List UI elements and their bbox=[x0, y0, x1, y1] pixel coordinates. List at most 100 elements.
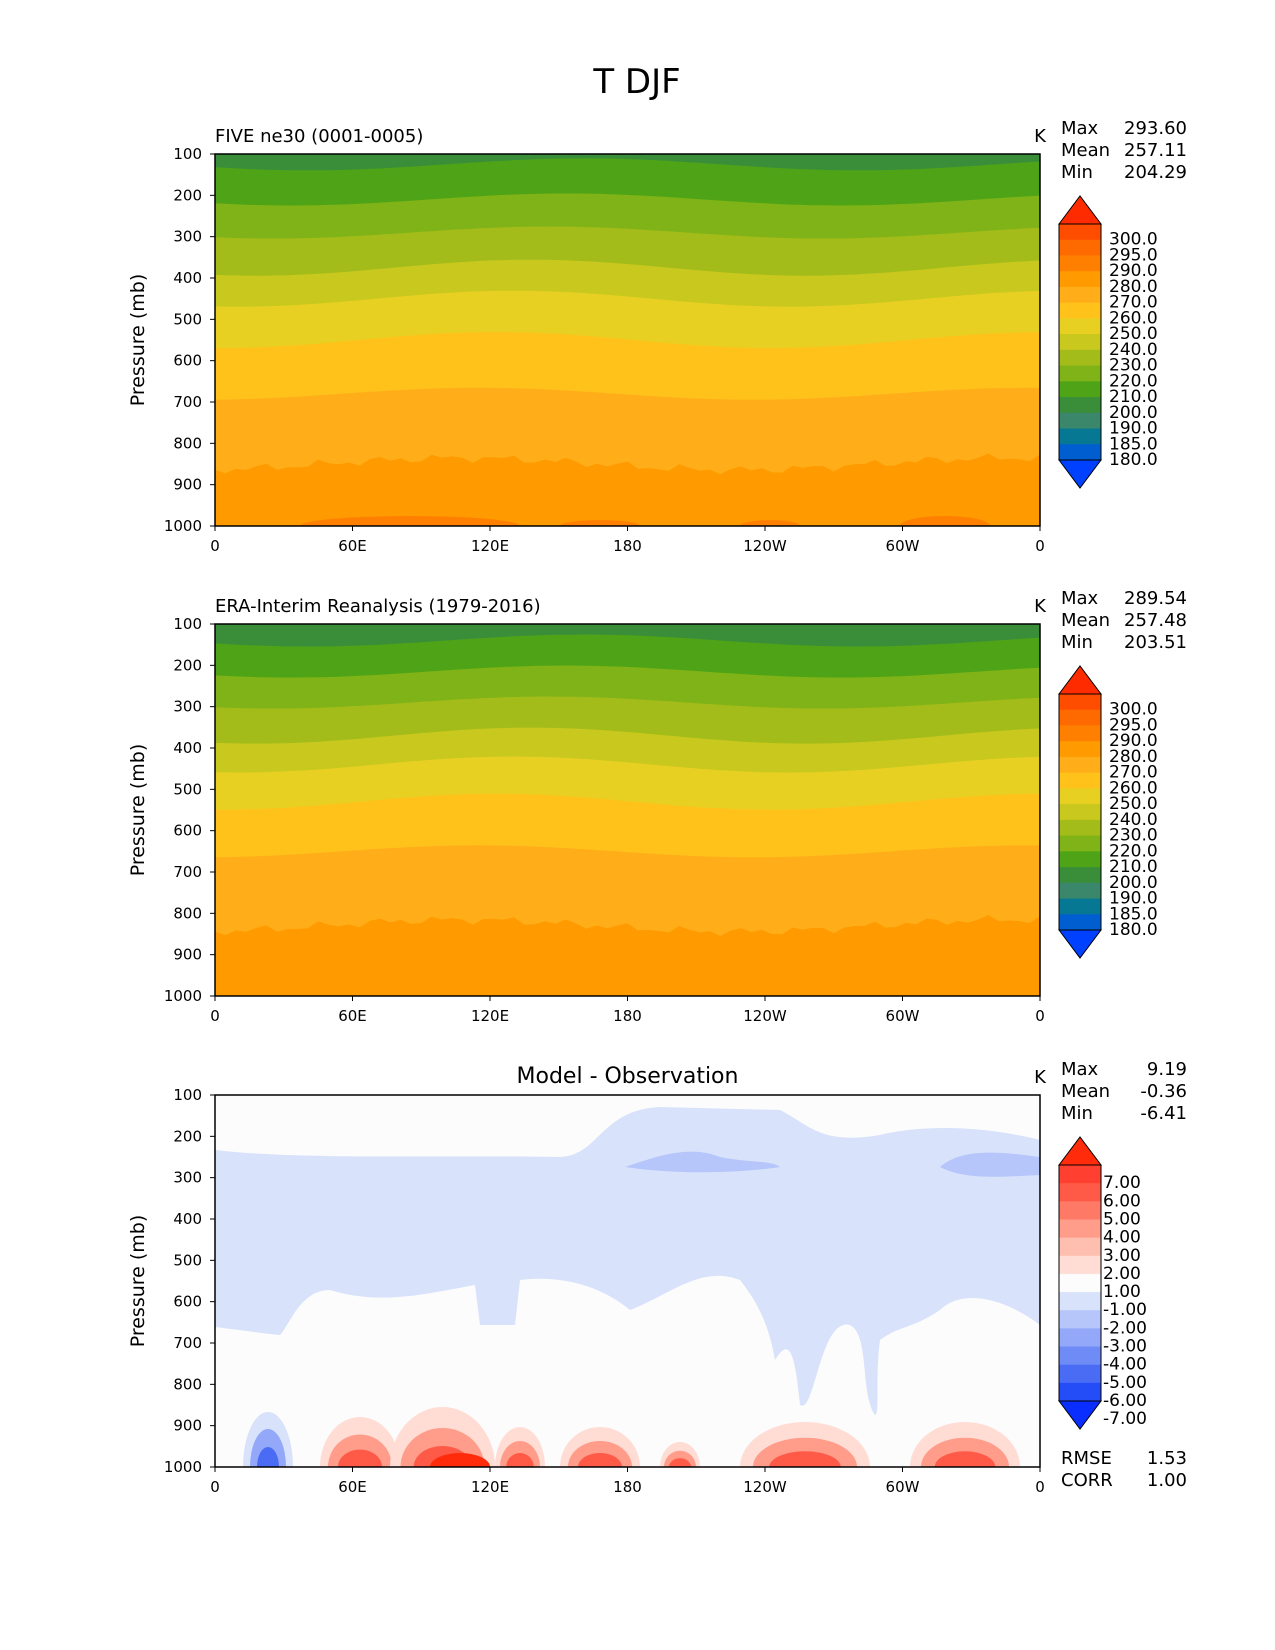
colorbar-cell bbox=[1059, 741, 1101, 758]
warm-blob bbox=[769, 1451, 841, 1467]
y-tick-label: 200 bbox=[173, 1127, 202, 1145]
colorbar-cell bbox=[1059, 349, 1101, 367]
x-tick-label: 180 bbox=[613, 1007, 642, 1025]
warm-patch bbox=[560, 520, 640, 526]
y-tick-label: 100 bbox=[173, 145, 202, 163]
stat-label: Max bbox=[1061, 118, 1099, 139]
colorbar-frame bbox=[1058, 693, 1102, 931]
y-tick-label: 400 bbox=[173, 269, 202, 287]
colorbar-label: 295.0 bbox=[1109, 245, 1158, 265]
warm-patch bbox=[740, 520, 800, 526]
x-tick-label: 120W bbox=[743, 537, 787, 555]
y-tick-label: 700 bbox=[173, 1334, 202, 1352]
stat-value: -6.41 bbox=[1140, 1103, 1187, 1124]
colorbar-cell bbox=[1059, 788, 1101, 805]
colorbar-label: 190.0 bbox=[1109, 889, 1158, 909]
x-tick-label: 0 bbox=[1035, 537, 1045, 555]
colorbar-extend-top bbox=[1058, 1136, 1102, 1166]
stat-value: 1.53 bbox=[1147, 1448, 1187, 1469]
warm-patch bbox=[300, 516, 520, 526]
colorbar-label: -2.00 bbox=[1103, 1318, 1147, 1338]
x-tick-label: 0 bbox=[210, 537, 220, 555]
x-tick-label: 120E bbox=[471, 1478, 509, 1496]
colorbar-extend-top bbox=[1058, 195, 1102, 225]
colorbar-cell bbox=[1059, 286, 1101, 304]
colorbar-cell bbox=[1059, 694, 1101, 711]
colorbar-label: 230.0 bbox=[1109, 826, 1158, 846]
colorbar-label: 180.0 bbox=[1109, 450, 1158, 470]
panel-2: 100 200 300 400 500 600 700 800 900 1000 0 60E 120E 1… bbox=[127, 588, 1187, 1025]
warm-blob bbox=[338, 1449, 382, 1467]
stat-label: Mean bbox=[1061, 1081, 1110, 1102]
contour-band bbox=[215, 453, 1040, 526]
cool-region bbox=[215, 1107, 1040, 1415]
y-tick-label: 100 bbox=[173, 615, 202, 633]
x-tick-label: 60E bbox=[338, 537, 367, 555]
colorbar-cell bbox=[1059, 381, 1101, 398]
colorbar-frame bbox=[1058, 223, 1102, 461]
colorbar-label: 240.0 bbox=[1109, 810, 1158, 830]
units-label: K bbox=[1034, 596, 1047, 617]
colorbar-cell bbox=[1059, 318, 1101, 335]
colorbar: 300.0295.0290.0280.0270.0260.0250.0240.0… bbox=[1058, 665, 1158, 959]
y-tick-label: 400 bbox=[173, 1210, 202, 1228]
colorbar-frame bbox=[1058, 1164, 1102, 1402]
y-tick-label: 600 bbox=[173, 1293, 202, 1311]
stat-label: Mean bbox=[1061, 140, 1110, 161]
stat-value: 9.19 bbox=[1147, 1059, 1187, 1080]
colorbar-cell bbox=[1059, 1328, 1101, 1348]
warm-blob bbox=[578, 1453, 622, 1467]
colorbar-label: 6.00 bbox=[1103, 1191, 1141, 1211]
panel-title: ERA-Interim Reanalysis (1979-2016) bbox=[215, 596, 541, 617]
cool-core-patch bbox=[940, 1152, 1040, 1177]
stat-label: Max bbox=[1061, 1059, 1099, 1080]
y-tick-label: 800 bbox=[173, 434, 202, 452]
y-axis-label: Pressure (mb) bbox=[127, 1215, 149, 1348]
colorbar-cell bbox=[1059, 756, 1101, 774]
panel-1: 100 200 300 400 500 600 700 800 900 1000 0 60E 120E 1… bbox=[127, 118, 1187, 555]
colorbar-label: 220.0 bbox=[1109, 841, 1158, 861]
colorbar-cell bbox=[1059, 1219, 1101, 1239]
warm-blob bbox=[934, 1451, 996, 1467]
y-tick-label: 600 bbox=[173, 352, 202, 370]
y-axis-label: Pressure (mb) bbox=[127, 274, 149, 407]
colorbar: 7.006.005.004.003.002.001.00-1.00-2.00-3… bbox=[1058, 1136, 1147, 1430]
colorbar-cell bbox=[1059, 772, 1101, 789]
y-tick-label: 100 bbox=[173, 1086, 202, 1104]
contour-band bbox=[215, 915, 1040, 996]
colorbar-label: -7.00 bbox=[1103, 1409, 1147, 1429]
y-axis-label: Pressure (mb) bbox=[127, 744, 149, 877]
colorbar-cell bbox=[1059, 804, 1101, 821]
colorbar-extend-top bbox=[1058, 665, 1102, 695]
colorbar-extend-bottom bbox=[1058, 459, 1102, 489]
colorbar-label: 3.00 bbox=[1103, 1246, 1141, 1266]
y-tick-label: 200 bbox=[173, 656, 202, 674]
colorbar-label: 280.0 bbox=[1109, 277, 1158, 297]
colorbar-cell bbox=[1059, 397, 1101, 414]
x-tick-label: 60W bbox=[886, 1007, 920, 1025]
colorbar-label: 1.00 bbox=[1103, 1282, 1141, 1302]
y-tick-label: 700 bbox=[173, 863, 202, 881]
stat-label: Min bbox=[1061, 632, 1093, 653]
units-label: K bbox=[1034, 1067, 1047, 1088]
x-tick-label: 0 bbox=[210, 1007, 220, 1025]
x-tick-label: 60E bbox=[338, 1478, 367, 1496]
colorbar-label: 290.0 bbox=[1109, 261, 1158, 281]
colorbar-label: 180.0 bbox=[1109, 920, 1158, 940]
colorbar-cell bbox=[1059, 271, 1101, 288]
colorbar-label: 240.0 bbox=[1109, 340, 1158, 360]
colorbar-label: 290.0 bbox=[1109, 731, 1158, 751]
stat-label: Min bbox=[1061, 1103, 1093, 1124]
warm-blob bbox=[506, 1453, 534, 1467]
figure-title: T DJF bbox=[592, 62, 680, 102]
panel-3: 100 200 300 400 500 600 700 800 900 1000 0 60E 120E 1… bbox=[127, 1059, 1187, 1496]
colorbar-cell bbox=[1059, 1310, 1101, 1329]
colorbar-label: 4.00 bbox=[1103, 1228, 1141, 1248]
x-tick-label: 0 bbox=[1035, 1478, 1045, 1496]
colorbar-label: 295.0 bbox=[1109, 715, 1158, 735]
colorbar-label: -1.00 bbox=[1103, 1300, 1147, 1320]
colorbar-label: 280.0 bbox=[1109, 747, 1158, 767]
colorbar-cell bbox=[1059, 835, 1101, 852]
stat-value: 257.48 bbox=[1124, 610, 1187, 631]
